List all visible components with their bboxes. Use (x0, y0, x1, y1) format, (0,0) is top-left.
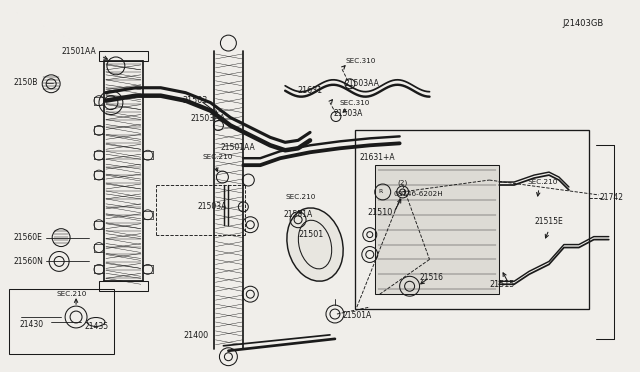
Text: 21501AA: 21501AA (220, 143, 255, 152)
Text: 21501A: 21501A (343, 311, 372, 320)
Text: SEC.210: SEC.210 (202, 154, 233, 160)
Text: 21631+A: 21631+A (360, 153, 396, 162)
Text: 21515E: 21515E (534, 217, 563, 226)
Text: 21503A: 21503A (198, 202, 227, 211)
Text: 21435: 21435 (84, 323, 108, 331)
Bar (99, 281, 148, 291)
Text: 21501AA: 21501AA (61, 46, 96, 55)
Text: 21503AA: 21503AA (345, 79, 380, 88)
Text: SEC.310: SEC.310 (340, 100, 371, 106)
Text: 21560N: 21560N (13, 257, 44, 266)
Bar (10, 289, 114, 354)
Text: SEC.210: SEC.210 (56, 291, 86, 297)
Text: 21501: 21501 (298, 230, 323, 239)
Text: SEC.210: SEC.210 (527, 179, 557, 185)
Text: 21503A: 21503A (334, 109, 364, 118)
Text: 21560E: 21560E (13, 233, 42, 242)
Text: 21631: 21631 (297, 86, 322, 95)
Text: 21503: 21503 (182, 96, 208, 105)
Text: J21403GB: J21403GB (562, 19, 603, 28)
Text: SEC.310: SEC.310 (346, 58, 376, 64)
Text: 21430: 21430 (19, 320, 44, 330)
Text: 21503AA: 21503AA (191, 114, 225, 123)
Text: 21510: 21510 (368, 208, 393, 217)
Ellipse shape (287, 208, 343, 281)
Text: 21501A: 21501A (283, 210, 312, 219)
Bar (99, 51, 148, 61)
Text: SEC.210: SEC.210 (285, 194, 316, 200)
Bar (355, 131, 589, 309)
Text: 08146-6202H: 08146-6202H (394, 191, 444, 197)
Text: 21515: 21515 (489, 280, 515, 289)
Text: 2150B: 2150B (13, 78, 38, 87)
Text: (2): (2) (397, 180, 408, 186)
Text: R: R (379, 189, 383, 195)
Text: 21742: 21742 (600, 193, 624, 202)
Text: 21400: 21400 (184, 331, 209, 340)
Bar (375, 165, 499, 294)
Text: 21516: 21516 (420, 273, 444, 282)
